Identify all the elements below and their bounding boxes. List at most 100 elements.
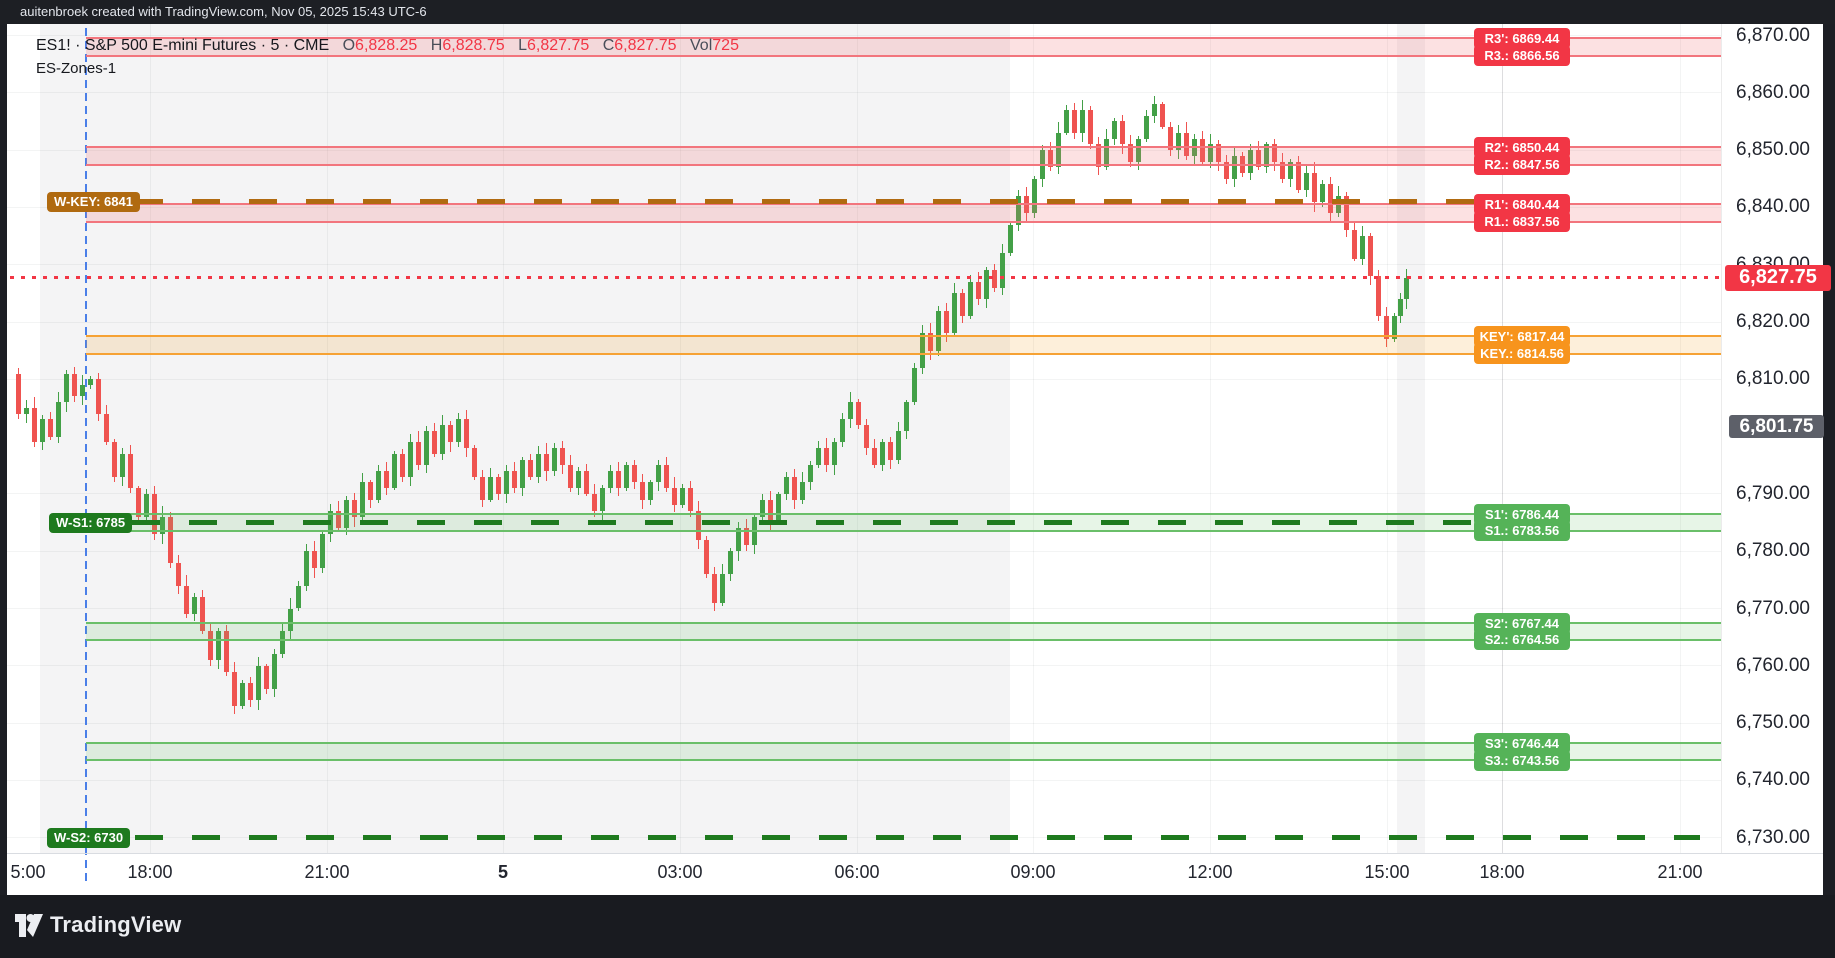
- candle: [367, 482, 373, 500]
- candle: [1127, 144, 1133, 162]
- time-axis-label: 15:00: [1364, 862, 1410, 882]
- time-scale[interactable]: [7, 853, 1721, 895]
- time-axis-label: 5: [497, 862, 509, 882]
- candle: [439, 425, 445, 454]
- candle: [511, 470, 517, 489]
- candle: [743, 528, 749, 546]
- candle: [23, 407, 29, 414]
- candle: [903, 402, 909, 431]
- candle: [879, 442, 885, 466]
- candle: [159, 516, 165, 534]
- candle: [495, 476, 501, 494]
- candle: [455, 419, 461, 443]
- time-axis-label: 5:00: [10, 862, 46, 882]
- candle: [575, 470, 581, 489]
- candle: [1311, 173, 1317, 202]
- pivot-zone-r1: [86, 203, 1721, 223]
- time-axis-label: 06:00: [834, 862, 880, 882]
- candle: [679, 488, 685, 506]
- candle: [1319, 184, 1325, 202]
- candle: [1383, 316, 1389, 340]
- zone-label-r1-bottom: R1.: 6837.56: [1474, 210, 1570, 232]
- candle: [1095, 144, 1101, 168]
- candle: [631, 465, 637, 483]
- candle: [239, 682, 245, 706]
- candle: [775, 493, 781, 523]
- candle: [31, 407, 37, 443]
- candle: [1119, 121, 1125, 145]
- legend-high-value: 6,828.75: [442, 37, 505, 54]
- chart-legend[interactable]: ES1! · S&P 500 E-mini Futures · 5 · CME …: [36, 36, 739, 79]
- candle: [1367, 236, 1373, 277]
- legend-row-symbol[interactable]: ES1! · S&P 500 E-mini Futures · 5 · CME …: [36, 36, 739, 56]
- legend-volume-label: Vol: [690, 37, 713, 54]
- candle: [855, 402, 861, 426]
- candle: [599, 488, 605, 512]
- legend-symbol[interactable]: ES1!: [36, 37, 71, 54]
- candle: [1343, 195, 1349, 231]
- candle: [1359, 236, 1365, 259]
- price-scale[interactable]: [1721, 24, 1823, 853]
- time-gridline: [1033, 24, 1034, 853]
- time-axis-label: 12:00: [1187, 862, 1233, 882]
- time-axis-label: 18:00: [127, 862, 173, 882]
- candle: [1271, 144, 1277, 162]
- price-axis-label: 6,730.00: [1736, 826, 1810, 848]
- candle: [207, 631, 213, 661]
- candle: [1079, 109, 1085, 133]
- candle: [1175, 132, 1181, 151]
- candle: [863, 425, 869, 449]
- candle: [839, 419, 845, 443]
- legend-volume-value: 725: [712, 37, 739, 54]
- candle: [919, 333, 925, 368]
- time-gridline: [1210, 24, 1211, 853]
- candle: [975, 281, 981, 300]
- candle: [551, 448, 557, 471]
- candle: [639, 482, 645, 500]
- candle: [983, 270, 989, 300]
- candle: [399, 453, 405, 477]
- candle: [1167, 127, 1173, 151]
- candle: [191, 597, 197, 615]
- candle: [431, 430, 437, 454]
- candle: [15, 373, 21, 414]
- price-gridline: [7, 608, 1721, 609]
- candle: [407, 442, 413, 477]
- weekly-level-badge-w-s1: W-S1: 6785: [49, 512, 133, 533]
- candle: [175, 562, 181, 586]
- candle: [727, 551, 733, 575]
- snapshot-footer-bar: TradingView: [0, 895, 1835, 958]
- candle: [767, 499, 773, 523]
- candle: [255, 665, 261, 701]
- price-gridline: [7, 551, 1721, 552]
- session-shading-band: [1397, 24, 1425, 853]
- candle: [967, 281, 973, 317]
- candle: [1403, 277, 1409, 300]
- price-axis-label: 6,790.00: [1736, 482, 1810, 504]
- candle: [807, 465, 813, 483]
- pivot-zone-r2: [86, 146, 1721, 166]
- time-gridline: [857, 24, 858, 853]
- price-gridline: [7, 780, 1721, 781]
- candle: [103, 413, 109, 443]
- candle: [1143, 115, 1149, 139]
- candle: [1087, 109, 1093, 145]
- candle: [335, 511, 341, 529]
- candle: [823, 448, 829, 466]
- time-axis-label: 18:00: [1479, 862, 1525, 882]
- candle: [615, 470, 621, 489]
- candle: [463, 419, 469, 449]
- candle: [1103, 138, 1109, 168]
- candle: [1007, 224, 1013, 254]
- legend-indicator-name[interactable]: ES-Zones-1: [36, 60, 117, 77]
- zone-label-key-bottom: KEY.: 6814.56: [1474, 342, 1570, 364]
- pivot-zone-s2: [86, 621, 1721, 642]
- candle: [487, 476, 493, 500]
- settlement-price-badge: 6,801.75: [1729, 415, 1824, 439]
- candle: [95, 379, 101, 414]
- candle: [1279, 161, 1285, 179]
- weekly-level-badge-w-key: W-KEY: 6841: [47, 191, 140, 212]
- candle: [959, 293, 965, 317]
- candle: [783, 476, 789, 494]
